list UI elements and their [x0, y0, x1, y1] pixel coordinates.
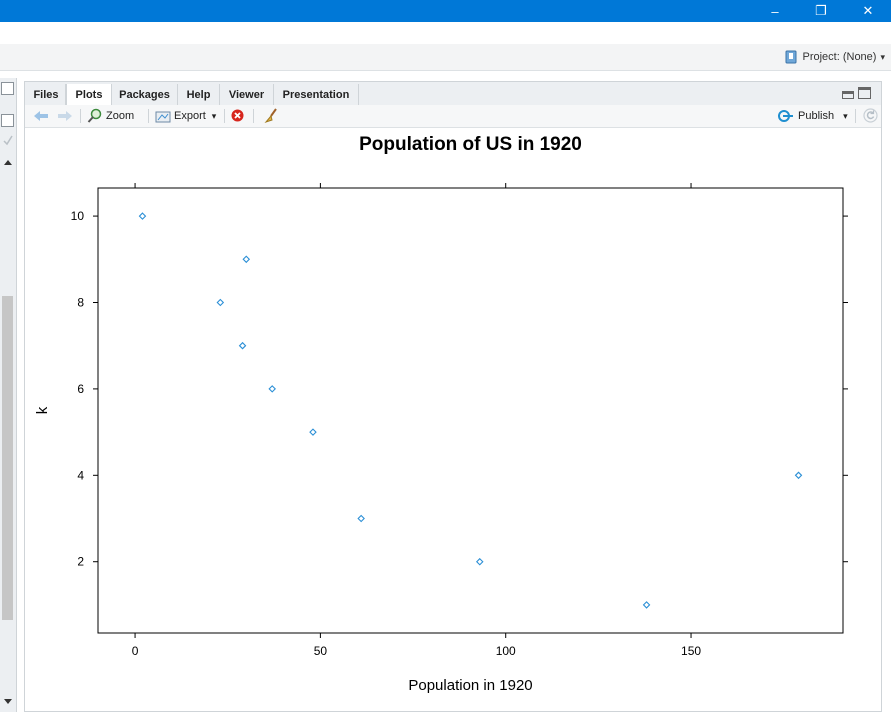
- project-icon: [785, 50, 797, 64]
- export-button[interactable]: Export ▾: [155, 108, 216, 124]
- main-toolbar: Project: (None) ▾: [0, 44, 891, 71]
- toolbar-divider: [80, 109, 81, 123]
- chevron-down-icon: ▾: [843, 110, 848, 121]
- y-axis-label: k: [34, 406, 51, 414]
- zoom-label: Zoom: [106, 110, 135, 122]
- back-arrow-icon[interactable]: [33, 110, 49, 122]
- refresh-icon[interactable]: [863, 108, 878, 123]
- toolbar-divider: [855, 109, 856, 123]
- toolbar-divider: [253, 109, 254, 123]
- chevron-down-icon: ▾: [211, 110, 217, 121]
- data-point: [216, 298, 225, 307]
- scatter-plot: Population of US in 1920 0 50 100 150 2 4 6 8 10 P…: [34, 134, 848, 694]
- plots-pane: Files Plots Packages Help Viewer Present…: [24, 81, 882, 712]
- y-tick-label: 8: [77, 295, 84, 309]
- data-point: [138, 212, 147, 220]
- data-point: [242, 255, 251, 264]
- y-tick-label: 4: [77, 468, 84, 482]
- tab-presentation[interactable]: Presentation: [274, 84, 359, 105]
- broom-icon[interactable]: [263, 108, 279, 124]
- plot-frame: [97, 187, 844, 634]
- scroll-down-icon[interactable]: [3, 698, 13, 706]
- tab-files[interactable]: Files: [27, 84, 66, 105]
- data-point: [309, 428, 317, 436]
- data-point: [794, 471, 803, 480]
- scroll-up-icon[interactable]: [3, 158, 13, 166]
- x-tick-label: 50: [314, 644, 328, 658]
- tab-packages[interactable]: Packages: [112, 84, 178, 105]
- left-pane-strip: [0, 78, 17, 712]
- maximize-pane-icon[interactable]: [858, 87, 871, 99]
- close-button[interactable]: ✕: [862, 3, 874, 18]
- chevron-down-icon: ▾: [880, 51, 885, 62]
- data-point: [238, 341, 247, 350]
- chart-title: Population of US in 1920: [359, 134, 582, 155]
- data-point: [357, 514, 365, 523]
- export-icon: [155, 111, 171, 123]
- plot-toolbar: Zoom Export ▾ Publish ▾: [25, 105, 881, 128]
- window-titlebar: – ❐ ✕: [0, 0, 891, 22]
- minimize-button[interactable]: –: [771, 3, 779, 19]
- export-label: Export: [174, 110, 206, 122]
- data-point: [268, 385, 276, 393]
- data-point: [642, 601, 651, 609]
- zoom-icon: [87, 108, 102, 123]
- restore-button[interactable]: ❐: [815, 3, 827, 18]
- forward-arrow-icon[interactable]: [57, 110, 73, 122]
- x-tick-label: 150: [681, 644, 701, 658]
- zoom-button[interactable]: Zoom: [87, 108, 134, 124]
- scrollbar-thumb[interactable]: [2, 296, 13, 620]
- publish-icon: [778, 110, 793, 122]
- tab-viewer[interactable]: Viewer: [220, 84, 274, 105]
- project-menu[interactable]: Project: (None) ▾: [784, 50, 885, 64]
- y-tick-label: 2: [77, 555, 84, 569]
- y-tick-label: 10: [71, 209, 85, 223]
- maximize-pane-icon[interactable]: [1, 82, 14, 95]
- restore-pane-icon[interactable]: [1, 114, 14, 127]
- tab-help[interactable]: Help: [178, 84, 220, 105]
- toolbar-divider: [224, 109, 225, 123]
- publish-label: Publish: [798, 110, 835, 122]
- pane-tabs: Files Plots Packages Help Viewer Present…: [25, 82, 881, 106]
- x-tick-label: 0: [132, 644, 139, 658]
- publish-button[interactable]: Publish ▾: [777, 108, 848, 124]
- data-point: [475, 557, 484, 566]
- x-axis-label: Population in 1920: [408, 677, 532, 694]
- checkmark-icon: [3, 135, 13, 146]
- tab-plots[interactable]: Plots: [66, 84, 112, 106]
- toolbar-divider: [148, 109, 149, 123]
- y-tick-label: 6: [77, 382, 84, 396]
- project-label: Project: (None): [802, 51, 877, 63]
- remove-plot-icon[interactable]: [231, 109, 244, 122]
- menu-bar: [0, 22, 891, 44]
- x-tick-label: 100: [496, 644, 516, 658]
- minimize-pane-icon[interactable]: [842, 91, 854, 99]
